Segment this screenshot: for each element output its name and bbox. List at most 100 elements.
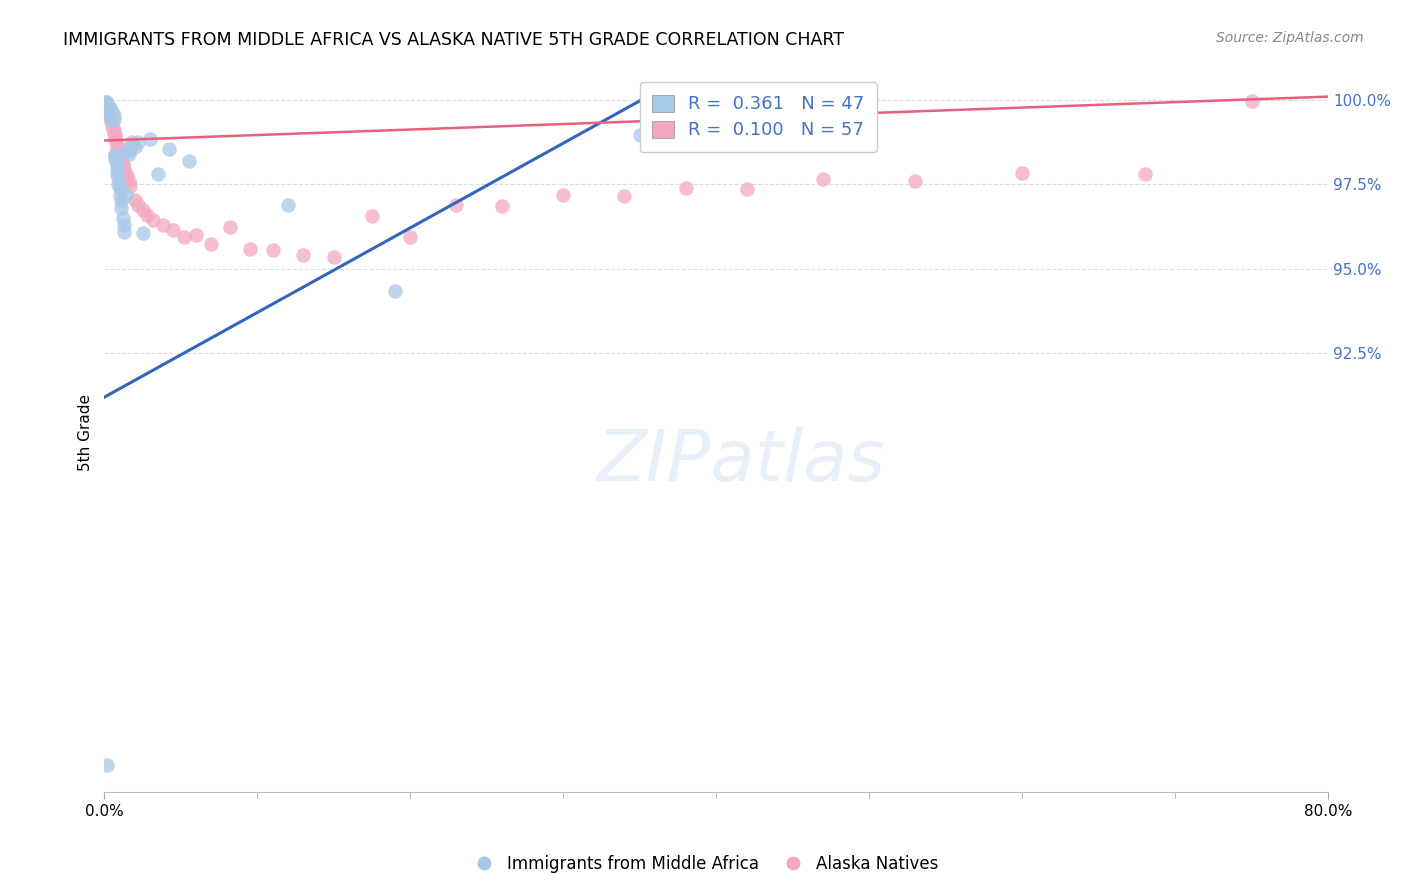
Point [157, 142, 180, 156]
Point [322, 250, 344, 264]
Point [100, 102, 122, 116]
Point [613, 189, 636, 203]
Point [117, 169, 139, 183]
Point [399, 229, 422, 244]
Point [292, 248, 315, 262]
Point [110, 201, 132, 215]
Point [131, 202, 153, 217]
Point [146, 167, 169, 181]
Point [101, 120, 124, 134]
Point [105, 140, 128, 154]
Point [553, 187, 575, 202]
Point [491, 199, 513, 213]
Point [104, 147, 127, 161]
Point [98, 102, 121, 116]
Point [120, 179, 142, 194]
Point [107, 170, 129, 185]
Point [96, 103, 118, 117]
Point [735, 182, 758, 196]
Text: IMMIGRANTS FROM MIDDLE AFRICA VS ALASKA NATIVE 5TH GRADE CORRELATION CHART: IMMIGRANTS FROM MIDDLE AFRICA VS ALASKA … [63, 31, 844, 49]
Point [162, 223, 184, 237]
Point [98, 103, 121, 117]
Point [108, 145, 131, 160]
Point [131, 227, 153, 241]
Point [103, 127, 125, 141]
Point [96, 758, 118, 772]
Point [100, 108, 122, 122]
Point [103, 113, 125, 128]
Point [127, 135, 149, 149]
Point [152, 218, 174, 232]
Text: ZIPatlas: ZIPatlas [596, 427, 886, 496]
Point [107, 178, 129, 192]
Point [1011, 165, 1033, 179]
Point [173, 229, 195, 244]
Point [142, 212, 165, 227]
Point [100, 106, 122, 120]
Y-axis label: 5th Grade: 5th Grade [79, 394, 93, 471]
Point [111, 211, 134, 226]
Point [112, 162, 135, 177]
Point [105, 157, 128, 171]
Point [101, 104, 124, 119]
Point [101, 113, 124, 128]
Point [118, 147, 141, 161]
Point [104, 128, 127, 143]
Point [239, 242, 262, 256]
Point [100, 112, 122, 126]
Point [105, 162, 128, 177]
Point [1240, 94, 1263, 108]
Point [101, 108, 124, 122]
Point [103, 108, 125, 122]
Point [103, 123, 125, 137]
Point [186, 228, 208, 243]
Point [112, 218, 135, 232]
Point [96, 98, 118, 112]
Point [444, 197, 467, 211]
Point [94, 104, 117, 119]
Point [177, 153, 200, 168]
Point [124, 193, 146, 207]
Point [105, 167, 128, 181]
Point [813, 172, 835, 186]
Point [98, 100, 121, 114]
Point [105, 136, 128, 151]
Point [277, 197, 299, 211]
Point [361, 210, 384, 224]
Point [96, 106, 118, 120]
Point [108, 149, 131, 163]
Point [120, 142, 142, 156]
Point [100, 108, 122, 122]
Point [127, 197, 149, 211]
Point [117, 144, 139, 158]
Point [110, 194, 132, 209]
Point [675, 181, 697, 195]
Point [1133, 167, 1156, 181]
Point [94, 98, 117, 112]
Point [94, 95, 117, 109]
Point [111, 157, 134, 171]
Point [904, 174, 927, 188]
Point [124, 140, 146, 154]
Legend: Immigrants from Middle Africa, Alaska Natives: Immigrants from Middle Africa, Alaska Na… [461, 848, 945, 880]
Point [108, 181, 131, 195]
Point [139, 132, 162, 146]
Point [107, 144, 129, 158]
Point [104, 149, 127, 163]
Point [108, 187, 131, 202]
Text: Source: ZipAtlas.com: Source: ZipAtlas.com [1216, 31, 1364, 45]
Point [110, 153, 132, 168]
Point [104, 132, 127, 146]
Point [94, 100, 117, 114]
Point [114, 187, 136, 202]
Point [218, 219, 240, 234]
Point [628, 128, 651, 143]
Point [384, 284, 406, 298]
Point [96, 100, 118, 114]
Point [200, 236, 222, 251]
Point [118, 174, 141, 188]
Point [96, 96, 118, 111]
Point [136, 208, 159, 222]
Point [114, 167, 136, 181]
Point [96, 103, 118, 117]
